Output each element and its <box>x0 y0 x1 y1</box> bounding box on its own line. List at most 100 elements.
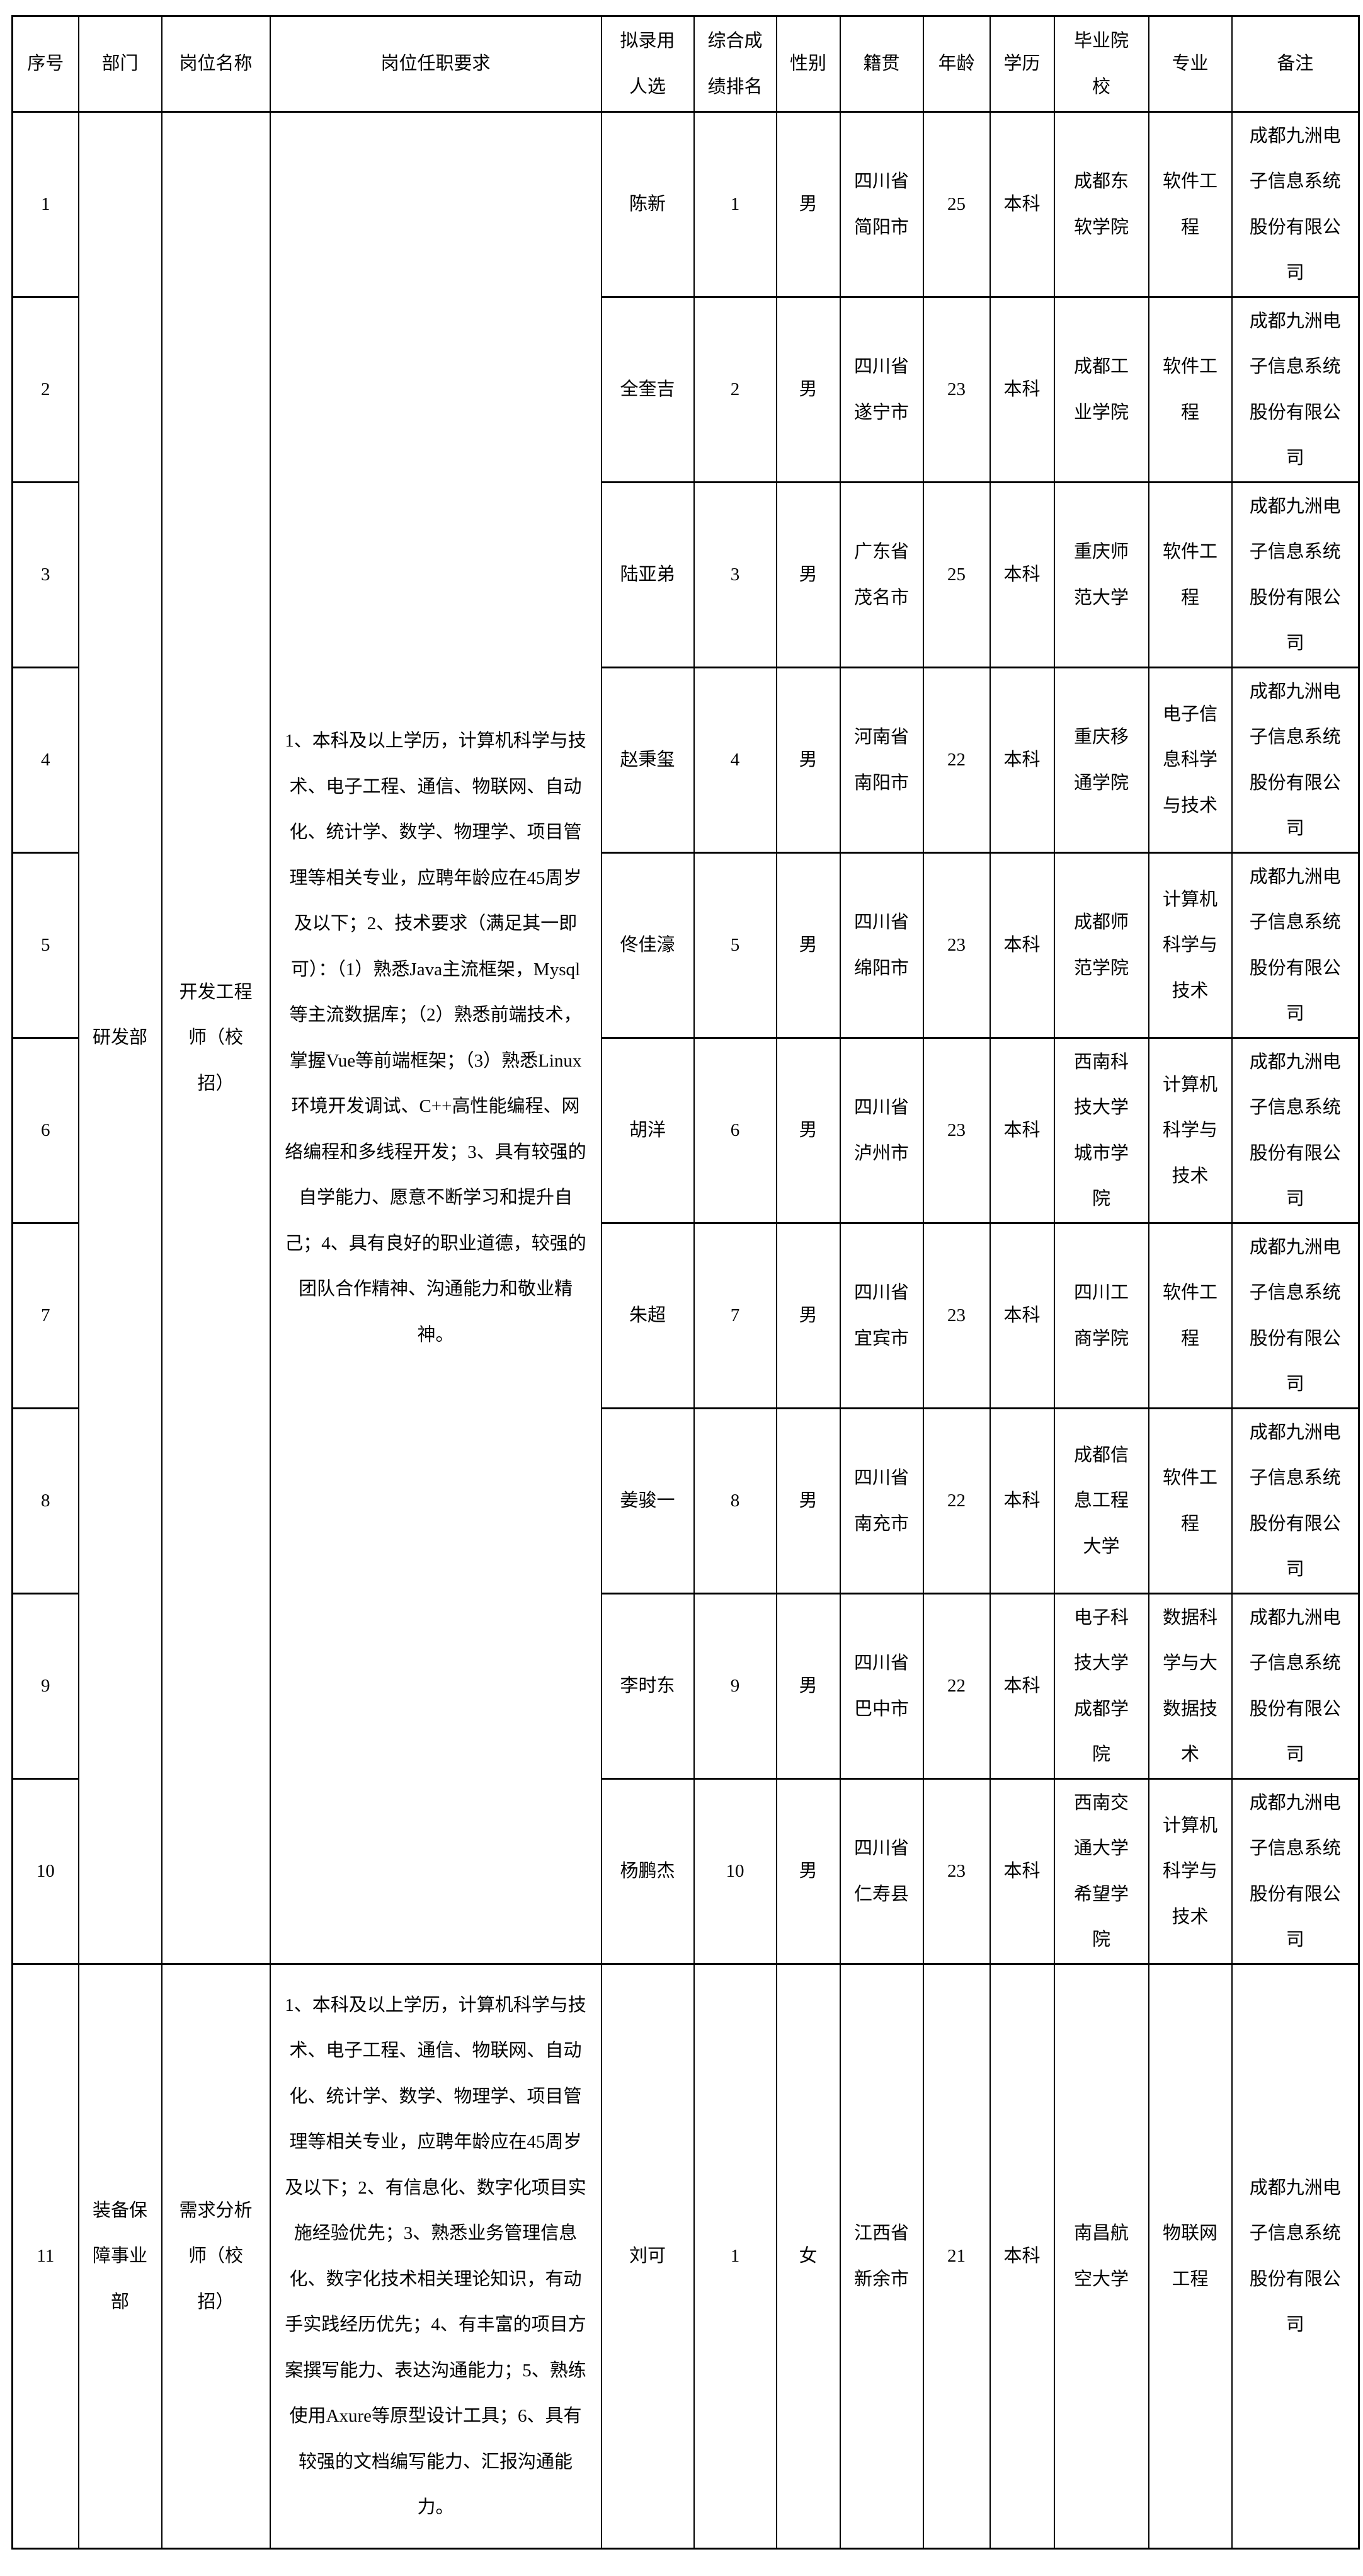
cell-candidate-name: 陆亚弟 <box>600 481 695 668</box>
cell-note: 成都九洲电子信息系统股份有限公司 <box>1231 1037 1360 1224</box>
cell-gender: 男 <box>775 1407 841 1594</box>
cell-serial: 9 <box>11 1593 79 1780</box>
cell-serial: 5 <box>11 852 79 1039</box>
cell-degree: 本科 <box>989 1963 1055 2550</box>
cell-rank: 4 <box>693 667 777 854</box>
cell-age: 21 <box>922 1963 991 2550</box>
cell-note: 成都九洲电子信息系统股份有限公司 <box>1231 296 1360 483</box>
cell-degree: 本科 <box>989 1778 1055 1965</box>
cell-major: 电子信息科学与技术 <box>1148 667 1233 854</box>
cell-candidate-name: 赵秉玺 <box>600 667 695 854</box>
cell-age: 25 <box>922 481 991 668</box>
cell-gender: 男 <box>775 1778 841 1965</box>
cell-note: 成都九洲电子信息系统股份有限公司 <box>1231 481 1360 668</box>
cell-school: 成都工业学院 <box>1053 296 1149 483</box>
cell-rank: 6 <box>693 1037 777 1224</box>
cell-degree: 本科 <box>989 852 1055 1039</box>
cell-note: 成都九洲电子信息系统股份有限公司 <box>1231 1778 1360 1965</box>
cell-hometown: 四川省南充市 <box>839 1407 924 1594</box>
cell-note: 成都九洲电子信息系统股份有限公司 <box>1231 852 1360 1039</box>
cell-requirements: 1、本科及以上学历，计算机科学与技术、电子工程、通信、物联网、自动化、统计学、数… <box>269 111 602 1965</box>
cell-department: 研发部 <box>77 111 163 1965</box>
cell-hometown: 江西省新余市 <box>839 1963 924 2550</box>
cell-position: 开发工程师（校招） <box>161 111 271 1965</box>
cell-degree: 本科 <box>989 667 1055 854</box>
cell-gender: 男 <box>775 111 841 298</box>
cell-serial: 1 <box>11 111 79 298</box>
cell-age: 23 <box>922 1778 991 1965</box>
cell-serial: 10 <box>11 1778 79 1965</box>
cell-degree: 本科 <box>989 1593 1055 1780</box>
table-row: 11 装备保障事业部 需求分析师（校招） 1、本科及以上学历，计算机科学与技术、… <box>11 1963 1360 2550</box>
cell-candidate-name: 胡洋 <box>600 1037 695 1224</box>
cell-age: 23 <box>922 1037 991 1224</box>
cell-school: 西南交通大学希望学院 <box>1053 1778 1149 1965</box>
table-row: 8 姜骏一 8 男 四川省南充市 22 本科 成都信息工程大学 软件工程 成都九… <box>11 1407 1360 1594</box>
cell-school: 成都信息工程大学 <box>1053 1407 1149 1594</box>
header-age: 年龄 <box>922 15 991 113</box>
cell-gender: 男 <box>775 1222 841 1409</box>
cell-candidate-name: 全奎吉 <box>600 296 695 483</box>
cell-degree: 本科 <box>989 1222 1055 1409</box>
cell-major: 数据科学与大数据技术 <box>1148 1593 1233 1780</box>
cell-serial: 4 <box>11 667 79 854</box>
cell-rank: 8 <box>693 1407 777 1594</box>
cell-degree: 本科 <box>989 296 1055 483</box>
cell-candidate-name: 陈新 <box>600 111 695 298</box>
cell-department: 装备保障事业部 <box>77 1963 163 2550</box>
cell-hometown: 四川省宜宾市 <box>839 1222 924 1409</box>
cell-serial: 8 <box>11 1407 79 1594</box>
cell-school: 重庆师范大学 <box>1053 481 1149 668</box>
cell-rank: 3 <box>693 481 777 668</box>
cell-hometown: 四川省仁寿县 <box>839 1778 924 1965</box>
cell-rank: 10 <box>693 1778 777 1965</box>
cell-gender: 女 <box>775 1963 841 2550</box>
cell-gender: 男 <box>775 852 841 1039</box>
cell-candidate-name: 刘可 <box>600 1963 695 2550</box>
cell-note: 成都九洲电子信息系统股份有限公司 <box>1231 111 1360 298</box>
cell-gender: 男 <box>775 667 841 854</box>
cell-school: 南昌航空大学 <box>1053 1963 1149 2550</box>
cell-major: 计算机科学与技术 <box>1148 852 1233 1039</box>
table-row: 10 杨鹏杰 10 男 四川省仁寿县 23 本科 西南交通大学希望学院 计算机科… <box>11 1778 1360 1965</box>
cell-hometown: 广东省茂名市 <box>839 481 924 668</box>
cell-hometown: 四川省简阳市 <box>839 111 924 298</box>
cell-major: 软件工程 <box>1148 111 1233 298</box>
cell-note: 成都九洲电子信息系统股份有限公司 <box>1231 1407 1360 1594</box>
cell-age: 23 <box>922 296 991 483</box>
cell-rank: 1 <box>693 1963 777 2550</box>
table-row: 4 赵秉玺 4 男 河南省南阳市 22 本科 重庆移通学院 电子信息科学与技术 … <box>11 667 1360 854</box>
cell-major: 软件工程 <box>1148 1407 1233 1594</box>
cell-major: 计算机科学与技术 <box>1148 1037 1233 1224</box>
recruitment-roster-table: 序号 部门 岗位名称 岗位任职要求 拟录用人选 综合成绩排名 性别 籍贯 年龄 … <box>11 15 1360 2550</box>
cell-candidate-name: 朱超 <box>600 1222 695 1409</box>
header-row: 序号 部门 岗位名称 岗位任职要求 拟录用人选 综合成绩排名 性别 籍贯 年龄 … <box>11 15 1360 113</box>
cell-hometown: 四川省泸州市 <box>839 1037 924 1224</box>
cell-rank: 1 <box>693 111 777 298</box>
table-row: 9 李时东 9 男 四川省巴中市 22 本科 电子科技大学成都学院 数据科学与大… <box>11 1593 1360 1780</box>
cell-age: 23 <box>922 852 991 1039</box>
table-row: 1 研发部 开发工程师（校招） 1、本科及以上学历，计算机科学与技术、电子工程、… <box>11 111 1360 1965</box>
cell-rank: 5 <box>693 852 777 1039</box>
table-row: 7 朱超 7 男 四川省宜宾市 23 本科 四川工商学院 软件工程 成都九洲电子… <box>11 1222 1360 1409</box>
cell-gender: 男 <box>775 296 841 483</box>
cell-rank: 9 <box>693 1593 777 1780</box>
cell-degree: 本科 <box>989 481 1055 668</box>
cell-note: 成都九洲电子信息系统股份有限公司 <box>1231 1593 1360 1780</box>
cell-major: 软件工程 <box>1148 296 1233 483</box>
header-serial: 序号 <box>11 15 79 113</box>
cell-candidate-name: 李时东 <box>600 1593 695 1780</box>
cell-degree: 本科 <box>989 1407 1055 1594</box>
header-position: 岗位名称 <box>161 15 271 113</box>
cell-age: 23 <box>922 1222 991 1409</box>
cell-note: 成都九洲电子信息系统股份有限公司 <box>1231 667 1360 854</box>
cell-gender: 男 <box>775 1037 841 1224</box>
cell-hometown: 四川省绵阳市 <box>839 852 924 1039</box>
header-hometown: 籍贯 <box>839 15 924 113</box>
cell-hometown: 四川省遂宁市 <box>839 296 924 483</box>
cell-serial: 3 <box>11 481 79 668</box>
cell-candidate-name: 姜骏一 <box>600 1407 695 1594</box>
table-row: 6 胡洋 6 男 四川省泸州市 23 本科 西南科技大学城市学院 计算机科学与技… <box>11 1037 1360 1224</box>
cell-school: 西南科技大学城市学院 <box>1053 1037 1149 1224</box>
cell-major: 计算机科学与技术 <box>1148 1778 1233 1965</box>
